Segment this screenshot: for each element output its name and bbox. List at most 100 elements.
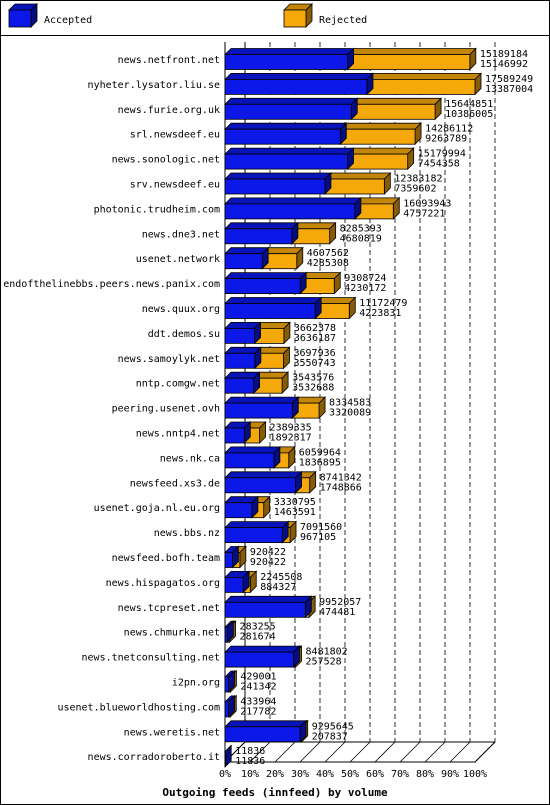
bar-accepted-front: [224, 527, 283, 543]
value-label-rejected: 4757221: [403, 208, 445, 219]
category-label: news.nk.ca: [160, 453, 220, 464]
x-tick-label: 50%: [341, 769, 359, 780]
bar-rejected-front: [347, 54, 471, 70]
category-label: news.sonologic.net: [112, 155, 220, 166]
bar-rejected-top: [365, 73, 482, 80]
bar-group: [224, 744, 233, 768]
value-label-accepted: 6059964: [299, 447, 341, 458]
legend-swatch-accepted: [8, 3, 38, 28]
category-label: news.netfront.net: [118, 55, 220, 66]
bar-rejected-top: [339, 122, 423, 130]
bar-accepted-top: [224, 172, 332, 180]
value-label-rejected: 9263789: [425, 134, 467, 145]
bar-accepted: [224, 196, 362, 220]
x-tick-labels: 0% 10% 20% 30% 40% 50% 60% 70% 80% 90% 100%: [219, 769, 487, 780]
value-label-rejected: 3550743: [294, 358, 336, 369]
legend-accepted: Accepted: [8, 3, 92, 28]
bar-group: [224, 495, 271, 519]
bar-rejected: [323, 172, 392, 195]
bar-rejected: [346, 47, 477, 71]
bar-accepted-front: [224, 153, 348, 170]
bar-rejected-front: [339, 128, 416, 145]
bar-rejected: [253, 321, 291, 345]
bar-accepted-top: [224, 147, 355, 155]
category-label: news.weretis.net: [124, 727, 220, 738]
value-label-accepted: 17589249: [485, 74, 533, 85]
bar-accepted: [224, 172, 332, 195]
category-label: i2pn.org: [172, 678, 220, 689]
category-label: srl.newsdeef.eu: [130, 130, 220, 141]
value-label-accepted: 14286112: [425, 124, 473, 135]
gridline-floor: [449, 741, 471, 763]
value-label-accepted: 9308724: [344, 273, 386, 284]
value-label-rejected: 1748866: [320, 482, 362, 493]
category-label: news.dne3.net: [142, 229, 220, 240]
x-tick-label: 70%: [391, 769, 409, 780]
bar-rejected: [253, 346, 291, 370]
bar-rejected-front: [324, 178, 385, 195]
category-label: ddt.demos.su: [148, 329, 220, 340]
x-tick-label: 90%: [441, 769, 459, 780]
legend-label-rejected: Rejected: [319, 15, 367, 26]
bar-accepted: [224, 645, 301, 669]
bar-accepted-front: [224, 726, 301, 743]
x-tick-label: 60%: [366, 769, 384, 780]
value-label-accepted: 3330795: [274, 497, 316, 508]
bar-accepted: [224, 72, 374, 96]
value-label-rejected: 1836895: [299, 457, 341, 468]
bar-accepted-top: [224, 471, 303, 479]
value-label-accepted: 429001: [240, 672, 276, 683]
bar-rejected: [339, 122, 423, 146]
value-label-accepted: 8334583: [329, 398, 371, 409]
value-label-rejected: 1892317: [270, 433, 312, 444]
category-label: usenet.blueworldhosting.com: [57, 702, 220, 713]
value-label-rejected: 3636187: [294, 333, 336, 344]
value-label-rejected: 281674: [240, 632, 276, 643]
bar-rejected: [350, 97, 443, 121]
bar-accepted: [224, 221, 299, 245]
bar-accepted-top: [224, 720, 307, 728]
bar-rejected: [290, 221, 337, 245]
value-label-rejected: 967105: [300, 532, 336, 543]
bar-group: [224, 645, 303, 669]
value-label-accepted: 15189184: [480, 49, 528, 60]
value-label-rejected: 7359602: [394, 184, 436, 195]
x-tick-label: 10%: [241, 769, 259, 780]
bar-group: [224, 719, 309, 743]
gridline-floor: [474, 741, 496, 763]
bar-group: [224, 545, 247, 569]
bar-accepted-top: [224, 297, 323, 304]
bar-accepted-front: [224, 79, 368, 95]
bar-group: [224, 620, 237, 644]
bar-rejected: [346, 147, 415, 171]
bar-group: [224, 570, 258, 594]
value-label-rejected: 3320089: [329, 408, 371, 419]
bar-accepted-front: [224, 327, 255, 344]
bar-rejected: [291, 396, 327, 420]
bar-group: [224, 246, 304, 270]
value-label-accepted: 8481802: [306, 647, 348, 658]
gridline-floor: [349, 741, 371, 763]
bar-accepted-front: [224, 303, 316, 319]
gridline-floor: [299, 741, 321, 763]
legend-rejected-swatch: [283, 3, 313, 28]
bar-accepted-front: [224, 377, 254, 394]
gridline-floor: [324, 741, 346, 763]
bar-accepted-top: [224, 222, 299, 230]
bar-accepted-front: [224, 751, 226, 768]
category-label: usenet.goja.nl.eu.org: [94, 503, 220, 514]
bar-rejected-front: [350, 103, 436, 120]
bar-accepted-front: [224, 502, 253, 519]
bar-rejected: [353, 196, 401, 220]
category-label: news.samoylyk.net: [118, 354, 220, 365]
bars: [224, 47, 482, 768]
value-label-rejected: 1463591: [274, 507, 316, 518]
bar-accepted: [224, 246, 270, 270]
bar-accepted-top: [224, 247, 270, 255]
bar-accepted-front: [224, 452, 275, 469]
bar-accepted-front: [224, 203, 356, 220]
bar-rejected-front: [347, 153, 409, 170]
category-label: news.hispagatos.org: [106, 578, 220, 589]
bar-accepted-front: [224, 676, 229, 693]
